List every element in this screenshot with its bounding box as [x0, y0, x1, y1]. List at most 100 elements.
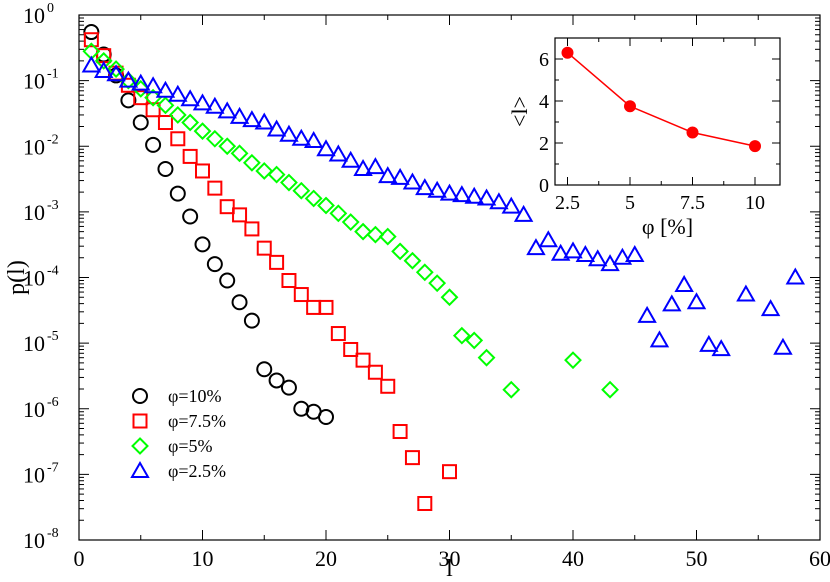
- x-tick-label: 20: [315, 546, 337, 571]
- triangle-data-point: [711, 339, 731, 357]
- legend-label: φ=7.5%: [168, 411, 226, 431]
- triangle-data-point: [155, 80, 176, 98]
- diamond-data-point: [168, 106, 187, 124]
- diamond-data-point: [255, 162, 274, 180]
- triangle-data-point: [686, 292, 707, 310]
- diamond-data-point: [354, 222, 372, 241]
- y-tick-exponent: -2: [47, 132, 59, 147]
- y-tick-label: 10: [23, 200, 45, 225]
- series-triangle: [81, 55, 806, 357]
- diamond-data-point: [107, 60, 125, 78]
- triangle-data-point: [291, 128, 312, 146]
- triangle-data-point: [785, 267, 806, 285]
- triangle-data-point: [587, 249, 608, 267]
- y-tick-exponent: -6: [47, 395, 59, 410]
- diamond-data-point: [329, 204, 348, 223]
- triangle-data-point: [378, 166, 398, 184]
- circle-data-point: [280, 379, 297, 396]
- triangle-data-point: [575, 245, 596, 263]
- triangle-data-point: [489, 192, 509, 210]
- legend-label: φ=2.5%: [168, 461, 226, 481]
- circle-data-point: [157, 161, 174, 178]
- y-tick-label: 10: [23, 3, 45, 28]
- triangle-data-point: [550, 243, 571, 261]
- triangle-data-point: [760, 299, 781, 317]
- square-data-point: [157, 115, 173, 131]
- square-data-point: [256, 240, 272, 256]
- circle-data-point: [243, 312, 260, 329]
- inset-data-point: [624, 100, 636, 113]
- inset-y-tick-label: 2: [539, 133, 549, 155]
- square-data-point: [195, 163, 210, 179]
- triangle-data-point: [316, 139, 336, 157]
- triangle-data-point: [365, 157, 386, 175]
- diamond-data-point: [403, 251, 422, 270]
- triangle-data-point: [427, 180, 447, 198]
- diamond-data-point: [280, 173, 298, 192]
- legend: φ=10% φ=7.5% φ=5% φ=2.5%: [130, 386, 226, 481]
- diamond-data-point: [502, 380, 521, 399]
- inset-series-line: [567, 52, 756, 147]
- y-tick-label: 10: [23, 266, 45, 291]
- x-tick-label: 0: [74, 546, 85, 571]
- inset-y-tick-label: 4: [539, 91, 549, 113]
- inset-x-tick-label: 7.5: [680, 192, 705, 214]
- square-data-point: [207, 180, 223, 196]
- square-data-point: [318, 299, 334, 315]
- triangle-data-point: [279, 124, 299, 142]
- triangle-data-point: [242, 110, 262, 128]
- y-tick-exponent: -7: [47, 460, 59, 475]
- circle-data-point: [182, 208, 199, 225]
- y-tick-label: 10: [23, 528, 45, 553]
- triangle-data-point: [625, 245, 645, 263]
- y-tick-label: 10: [23, 397, 45, 422]
- triangle-data-point: [699, 334, 719, 352]
- circle-data-point: [206, 256, 223, 273]
- triangle-data-point: [402, 172, 423, 190]
- diamond-data-point: [366, 225, 385, 244]
- circle-data-point: [194, 236, 211, 253]
- triangle-data-point: [637, 305, 657, 323]
- inset-plot: 2.5 5 7.5 10 0 2 4 6 φ [%] <l>: [507, 37, 781, 239]
- square-data-point: [392, 424, 408, 440]
- diamond-data-point: [415, 263, 434, 282]
- triangle-data-point: [674, 274, 694, 292]
- diamond-data-point: [193, 122, 212, 141]
- inset-series-layer: [561, 46, 761, 153]
- diamond-data-point: [378, 227, 397, 246]
- triangle-data-point: [340, 150, 361, 168]
- inset-x-axis-label: φ [%]: [642, 214, 693, 239]
- triangle-data-point: [415, 178, 435, 196]
- y-tick-exponent: 0: [47, 1, 54, 16]
- y-tick-label: 10: [23, 331, 45, 356]
- triangle-data-point: [217, 101, 237, 119]
- circle-data-point: [256, 361, 273, 378]
- diamond-data-point: [341, 213, 360, 231]
- square-data-point: [343, 341, 359, 357]
- legend-marker-triangle: [130, 460, 150, 478]
- series-square: [83, 32, 457, 511]
- square-data-point: [355, 352, 371, 368]
- diamond-data-point: [181, 113, 200, 132]
- main-series-layer: [81, 24, 806, 511]
- circle-data-point: [169, 185, 186, 202]
- circle-data-point: [318, 408, 334, 425]
- triangle-data-point: [303, 131, 324, 149]
- triangle-data-point: [229, 106, 250, 124]
- diamond-data-point: [317, 196, 335, 215]
- diamond-data-point: [477, 348, 496, 367]
- main-x-axis-label: l: [446, 556, 453, 582]
- legend-marker-circle: [132, 388, 148, 404]
- triangle-data-point: [464, 186, 484, 204]
- circle-data-point: [145, 136, 162, 153]
- diamond-data-point: [465, 331, 484, 350]
- inset-data-point: [561, 46, 574, 59]
- inset-data-point: [686, 126, 699, 139]
- diamond-data-point: [440, 288, 459, 307]
- square-data-point: [442, 464, 457, 480]
- square-data-point: [182, 148, 198, 164]
